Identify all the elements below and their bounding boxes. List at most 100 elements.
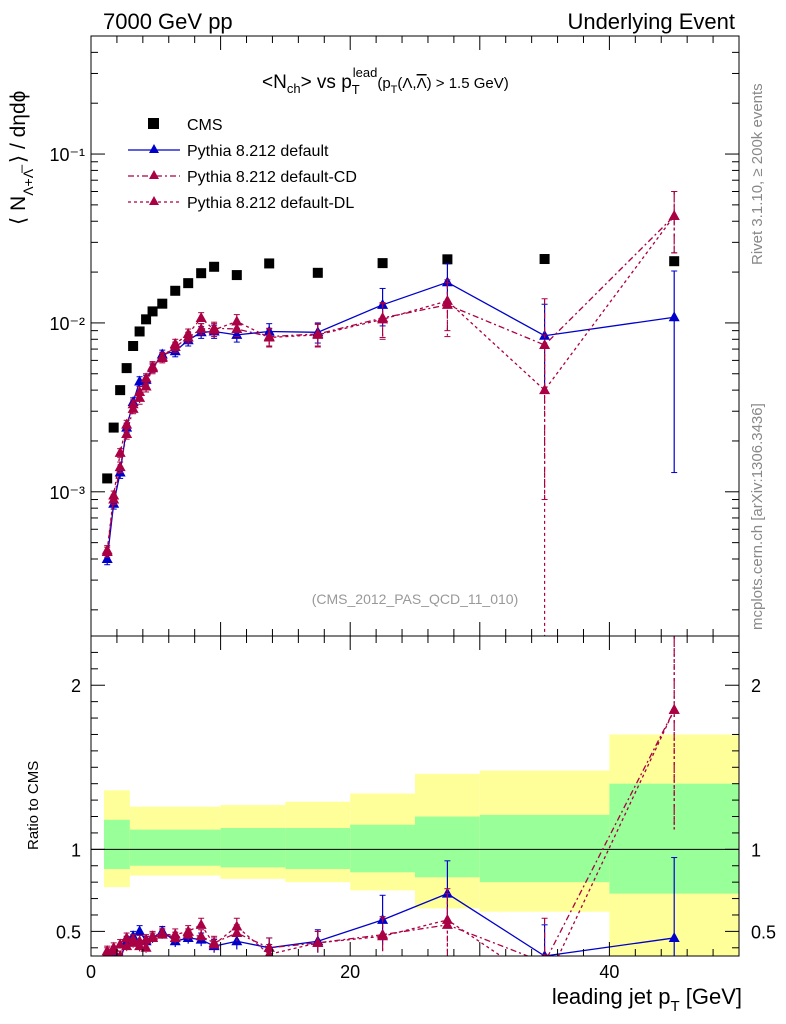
ratio-frame	[90, 635, 740, 957]
series-point	[156, 351, 168, 362]
cms-point	[157, 298, 168, 309]
ratio-point	[208, 938, 220, 949]
cms-point	[170, 285, 181, 296]
inner-band	[129, 829, 221, 866]
ratio-point	[156, 928, 168, 939]
series-line	[106, 281, 675, 560]
series-1	[101, 263, 680, 566]
ratio-y-tick-label-right: 2	[751, 676, 761, 696]
cms-point	[115, 385, 126, 396]
x-tick-label: 20	[340, 962, 360, 982]
ratio-y-tick-label-left: 2	[71, 676, 81, 696]
cms-point	[669, 256, 680, 267]
ratio-point	[377, 930, 389, 941]
cms-point	[209, 261, 220, 272]
ratio-point	[231, 920, 243, 931]
series-3	[101, 191, 680, 636]
ratio-point	[539, 957, 550, 967]
legend-label-cms: CMS	[187, 117, 223, 134]
series-point	[668, 209, 680, 220]
legend-marker-cms	[148, 118, 159, 129]
series-point	[147, 362, 159, 373]
ratio-point	[182, 925, 194, 936]
x-tick-label: 0	[86, 962, 96, 982]
ratio-point	[147, 931, 159, 942]
series-point	[539, 339, 551, 350]
cms-point	[264, 258, 275, 269]
series-point	[231, 315, 243, 326]
inner-band	[103, 819, 130, 870]
series-point	[182, 327, 194, 338]
series-point	[312, 328, 324, 339]
cms-point	[442, 254, 453, 265]
series-point	[377, 313, 389, 324]
series-line	[106, 215, 675, 551]
legend-marker-default-cd	[149, 170, 159, 179]
ratio-series-2	[101, 636, 680, 956]
mcplots-label: mcplots.cern.ch [arXiv:1306.3436]	[749, 403, 766, 630]
legend: CMS Pythia 8.212 default Pythia 8.212 de…	[128, 117, 357, 212]
ratio-point	[127, 933, 139, 944]
cms-point	[147, 306, 158, 317]
ratio-line	[107, 709, 675, 956]
ratio-point	[116, 950, 124, 956]
y-tick-label: 10⁻²	[49, 314, 85, 334]
cms-point	[377, 258, 388, 269]
ratio-point	[195, 930, 207, 941]
legend-label-default-cd: Pythia 8.212 default-CD	[187, 169, 357, 186]
series-point	[108, 489, 120, 500]
main-y-tick-labels: 10⁻³ 10⁻² 10⁻¹	[49, 145, 85, 503]
series-point	[114, 446, 126, 457]
legend-label-default-dl: Pythia 8.212 default-DL	[187, 195, 354, 212]
cms-point	[108, 422, 119, 433]
ratio-x-tick-labels: 0 20 40	[86, 962, 619, 982]
main-panel: 10⁻³ 10⁻² 10⁻¹ <Nch> vs pTlead(pT(Λ,Λ) > 1…	[7, 35, 740, 637]
series-point	[121, 418, 133, 429]
series-line	[106, 215, 675, 553]
series-point	[195, 311, 207, 322]
cms-point	[183, 278, 194, 289]
cms-point	[141, 314, 152, 325]
header-right: Underlying Event	[567, 9, 735, 34]
series-point	[441, 294, 453, 305]
ratio-y-tick-label-right: 1	[751, 840, 761, 860]
ratio-y-tick-label-left: 0.5	[56, 922, 81, 942]
series-point	[134, 391, 146, 402]
ratio-y-tick-label-right: 0.5	[751, 922, 776, 942]
series-point	[127, 398, 139, 409]
cms-point	[312, 267, 323, 278]
series-point	[140, 372, 152, 383]
y-tick-label: 10⁻¹	[49, 145, 85, 165]
series-2	[101, 191, 680, 558]
header-left: 7000 GeV pp	[103, 9, 233, 34]
ratio-y-tick-labels: 0.5 0.5 1 1 2 2	[56, 676, 776, 942]
y-tick-label: 10⁻³	[49, 483, 85, 503]
ratio-y-axis-label: Ratio to CMS	[25, 761, 42, 850]
cms-point	[128, 341, 139, 352]
series-point	[101, 544, 113, 555]
ratio-panel: 0.5 0.5 1 1 2 2 0 20 40 Ratio to CMS leading je…	[25, 635, 776, 1015]
ratio-point	[101, 945, 113, 956]
cms-point	[196, 268, 207, 279]
cms-point	[121, 363, 132, 374]
ratio-point	[668, 931, 680, 942]
cms-point	[102, 473, 113, 484]
series-point	[101, 553, 113, 564]
x-tick-label: 40	[599, 962, 619, 982]
rivet-label: Rivet 3.1.10, ≥ 200k events	[749, 83, 766, 265]
inner-band	[350, 824, 415, 873]
ratio-point	[121, 931, 133, 942]
series-point	[195, 323, 207, 334]
ratio-series	[101, 636, 680, 967]
series-point	[169, 338, 181, 349]
legend-label-default: Pythia 8.212 default	[187, 143, 329, 160]
cms-point	[539, 254, 550, 265]
series-point	[668, 311, 680, 322]
series-point	[140, 380, 152, 391]
cms-point	[231, 270, 242, 281]
series-point	[208, 323, 220, 334]
ratio-point	[195, 918, 207, 929]
series-point	[263, 331, 275, 342]
ratio-y-tick-label-left: 1	[71, 840, 81, 860]
legend-marker-default-dl	[149, 196, 159, 205]
